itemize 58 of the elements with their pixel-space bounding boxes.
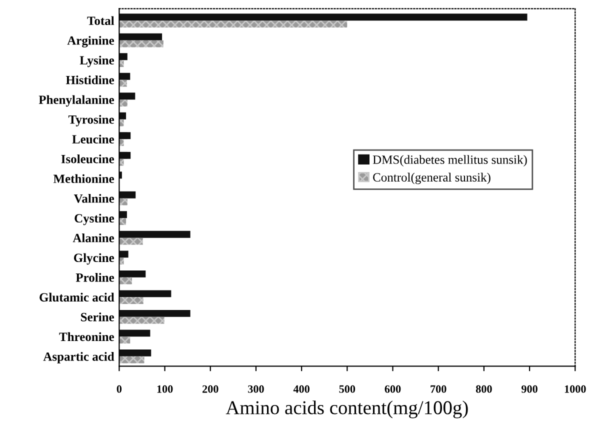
bar — [119, 277, 132, 284]
bar — [119, 40, 164, 48]
bar — [119, 349, 152, 356]
bar — [119, 53, 128, 60]
x-tick-label: 600 — [384, 385, 401, 393]
x-tick-label: 800 — [476, 385, 492, 393]
y-tick-label: Proline — [76, 273, 114, 282]
bar — [119, 336, 130, 344]
bar — [119, 92, 136, 100]
y-tick-label: Alanine — [72, 234, 114, 242]
bar — [119, 316, 164, 324]
bar — [119, 250, 128, 258]
y-tick-label: Valnine — [74, 194, 114, 203]
y-tick-label: Tyrosine — [68, 114, 114, 126]
y-tick-label: Leucine — [72, 134, 114, 144]
bar — [119, 238, 143, 245]
x-tick-label: 900 — [522, 385, 538, 393]
bar — [119, 356, 144, 364]
x-tick-label: 700 — [430, 385, 446, 393]
y-tick-label: Glutamic acid — [40, 292, 114, 302]
y-tick-label: Arginine — [67, 36, 114, 48]
x-axis-title: Amino acids content(mg/100g) — [226, 400, 468, 418]
y-tick-label: Aspartic acid — [43, 352, 114, 364]
legend-label: Control(general sunsik) — [373, 172, 490, 184]
y-tick-label: Threonine — [59, 332, 114, 342]
legend-label: DMS(diabetes mellitus sunsik) — [372, 155, 527, 166]
bar — [119, 72, 130, 80]
bar — [119, 152, 131, 159]
x-tick-label: 0 — [116, 385, 122, 393]
y-tick-label: Histidine — [66, 75, 114, 84]
y-tick-label: Methionine — [53, 174, 114, 184]
bar — [119, 310, 190, 317]
y-tick-label: Total — [87, 16, 114, 26]
y-tick-label: Serine — [80, 312, 114, 322]
x-tick-label: 1000 — [564, 385, 586, 393]
y-tick-label: Glycine — [74, 253, 114, 265]
y-tick-label: Cystine — [74, 214, 114, 226]
x-tick-label: 500 — [339, 385, 356, 393]
bar — [119, 270, 146, 278]
x-tick-label: 100 — [157, 385, 173, 393]
x-tick-label: 300 — [248, 385, 264, 393]
bar — [119, 100, 128, 106]
bar — [119, 198, 128, 206]
bar — [119, 297, 144, 304]
x-tick-label: 400 — [293, 385, 310, 393]
y-tick-label: Lysine — [80, 56, 114, 68]
bar — [119, 191, 136, 198]
x-tick-label: 200 — [202, 385, 218, 393]
y-tick-label: Phenylalanine — [38, 95, 114, 107]
bar — [119, 132, 131, 140]
y-tick-label: Isoleucine — [61, 154, 114, 164]
bar — [119, 14, 528, 21]
bar — [119, 330, 150, 337]
bar — [119, 230, 190, 238]
bar — [119, 211, 127, 218]
bar — [119, 33, 162, 40]
bar — [119, 20, 348, 28]
bar — [119, 290, 172, 298]
